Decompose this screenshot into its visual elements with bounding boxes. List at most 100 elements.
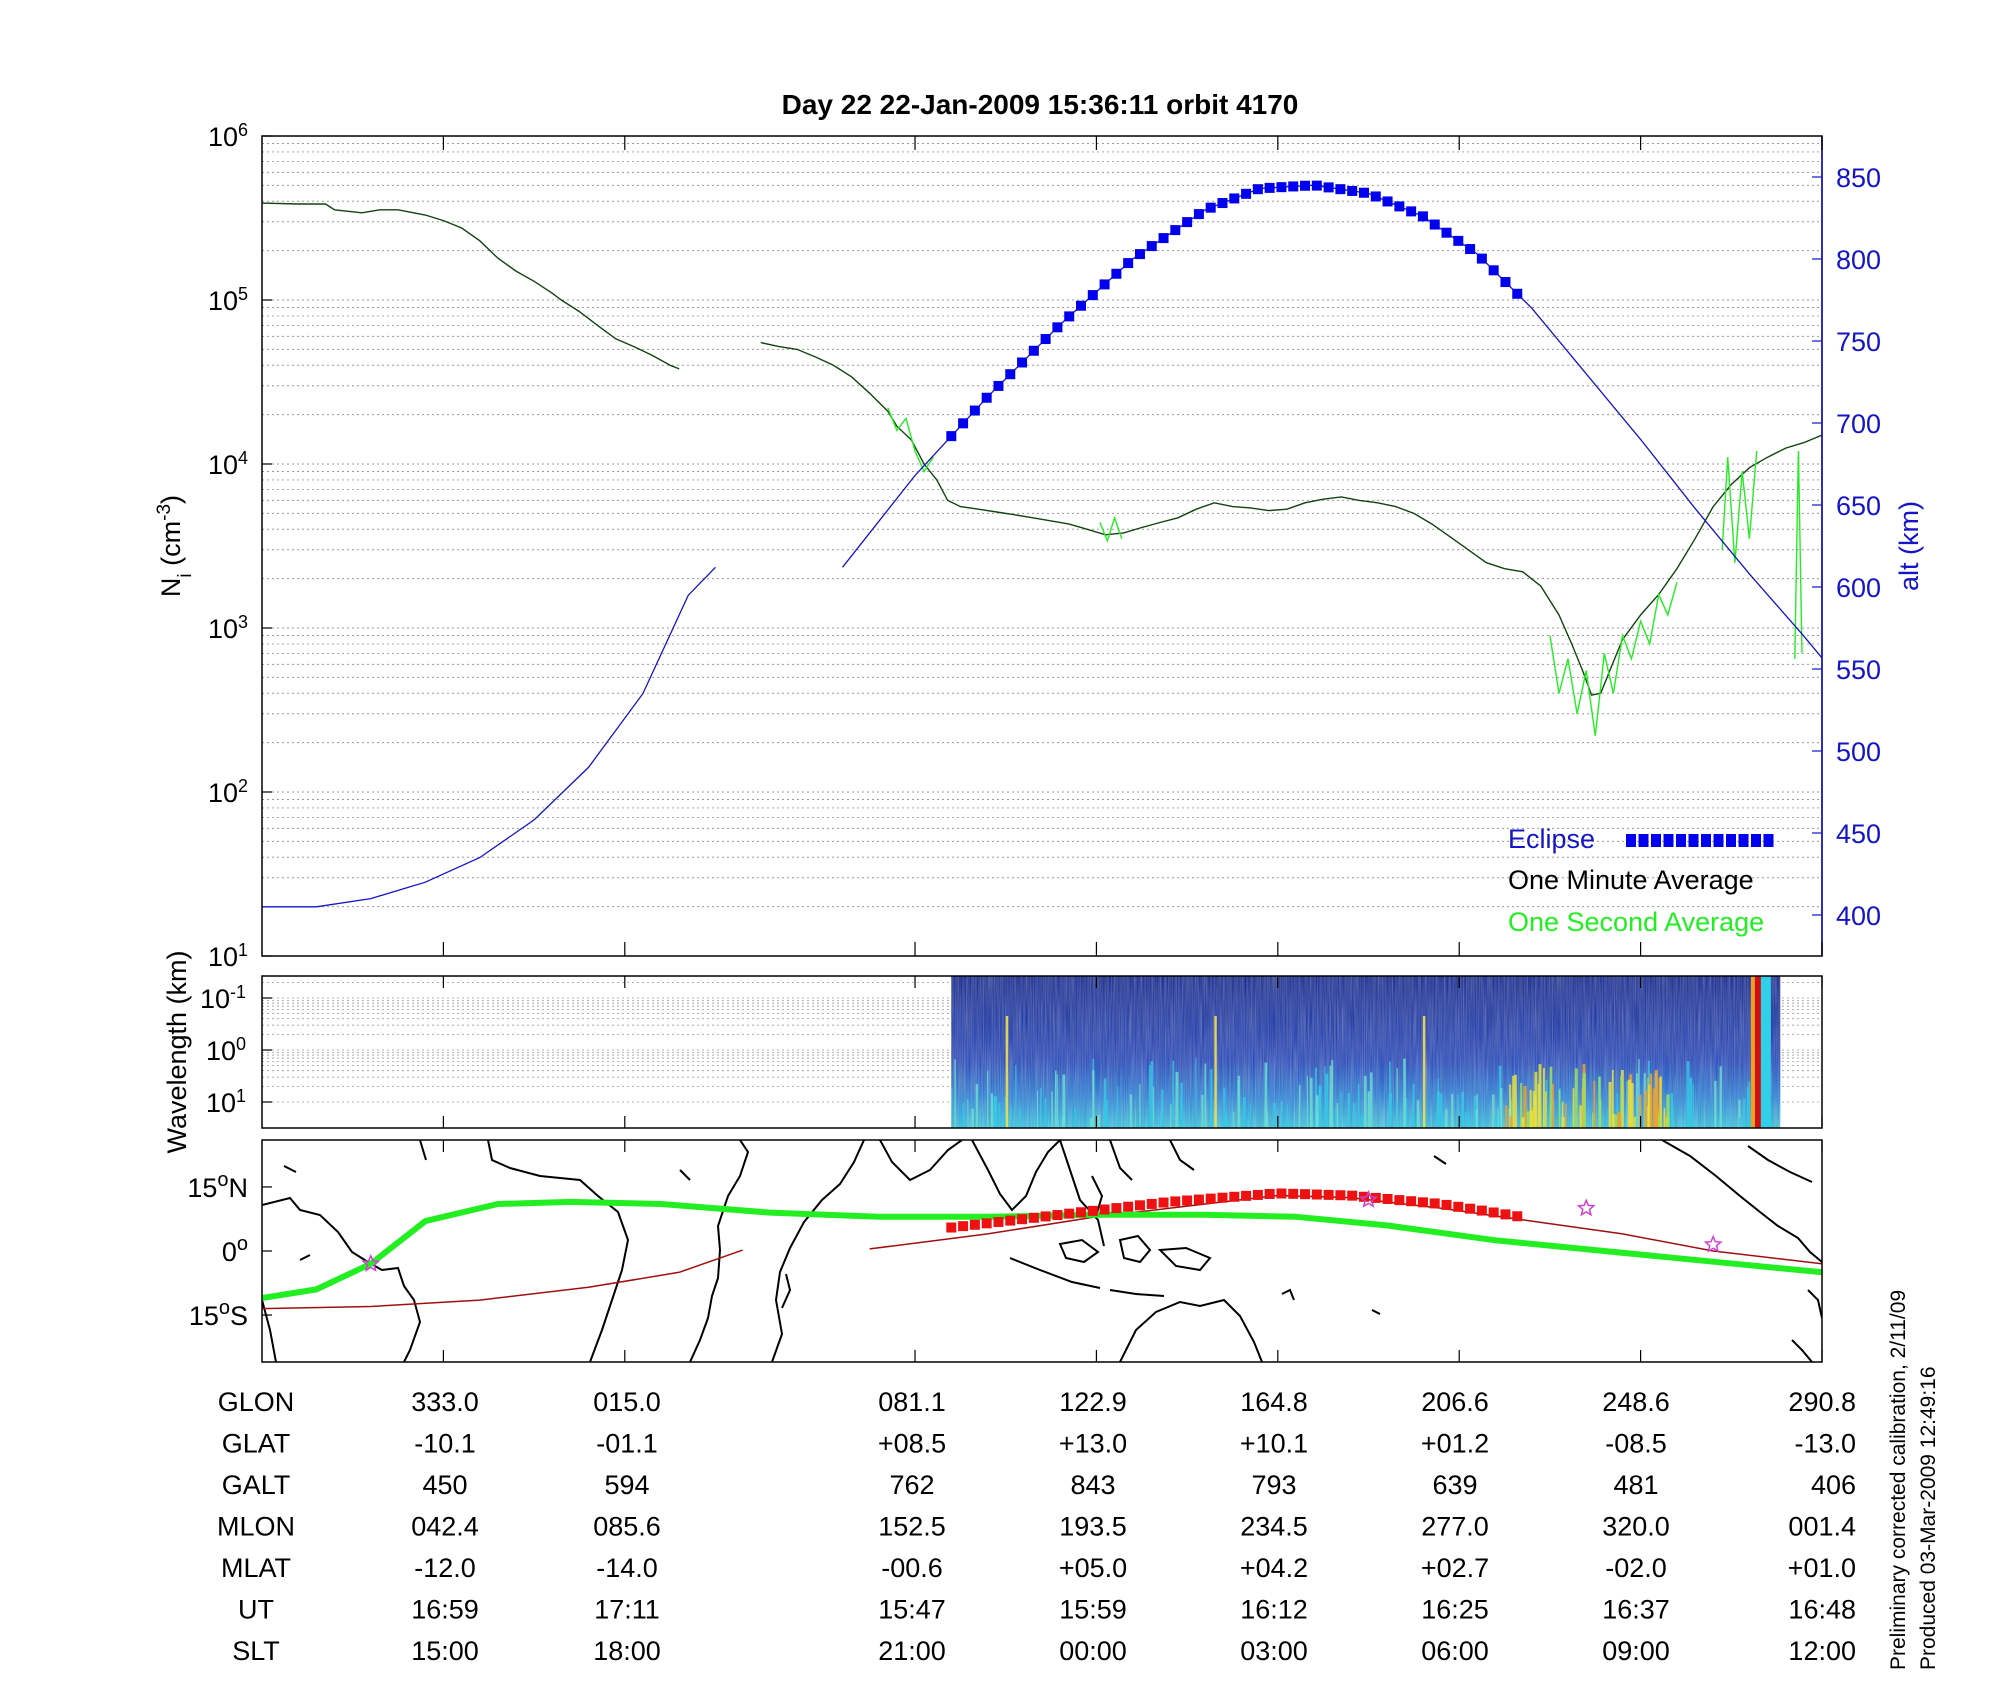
spectrogram-streak bbox=[993, 1096, 997, 1128]
table-cell: 333.0 bbox=[411, 1387, 479, 1417]
spectrogram-image bbox=[951, 976, 1781, 1128]
spectrogram-hot-streak bbox=[1509, 1116, 1513, 1128]
spectrogram-streak bbox=[1324, 1066, 1326, 1128]
map-eclipse-marker bbox=[1123, 1201, 1134, 1212]
spectrogram-streak bbox=[971, 1108, 974, 1128]
table-cell: 793 bbox=[1251, 1470, 1296, 1500]
map-eclipse-marker bbox=[1134, 1200, 1145, 1211]
spectrogram-cyan-band bbox=[1760, 976, 1771, 1128]
footnote-line-1: Preliminary corrected calibration, 2/11/… bbox=[1887, 1290, 1910, 1670]
eclipse-marker bbox=[1429, 219, 1440, 230]
table-cell: +08.5 bbox=[878, 1429, 946, 1459]
table-cell: -10.1 bbox=[414, 1429, 476, 1459]
spectrogram-streak bbox=[1139, 1084, 1141, 1128]
spectrogram-panel: 10-1 100 101 Wavelength (km) bbox=[162, 950, 1823, 1154]
table-cell: +01.0 bbox=[1788, 1553, 1856, 1583]
table-cell: +02.7 bbox=[1421, 1553, 1489, 1583]
map-eclipse-marker bbox=[946, 1222, 957, 1233]
map-eclipse-marker bbox=[1040, 1211, 1051, 1222]
map-eclipse-marker bbox=[1465, 1203, 1476, 1214]
star-marker-icon bbox=[361, 1253, 381, 1272]
spectrogram-streak bbox=[1616, 1093, 1619, 1128]
eclipse-marker bbox=[1300, 180, 1311, 191]
spectrogram-hot-streak bbox=[1593, 1080, 1596, 1128]
map-eclipse-marker bbox=[969, 1219, 980, 1230]
spectrogram-streak bbox=[1180, 1082, 1183, 1128]
spectrogram-hot-streak bbox=[1666, 1094, 1670, 1128]
legend-eclipse-label: Eclipse bbox=[1508, 824, 1595, 854]
spectrogram-streak bbox=[951, 1088, 953, 1128]
table-cell: 085.6 bbox=[593, 1512, 661, 1542]
map-eclipse-marker bbox=[1064, 1208, 1075, 1219]
spectrogram-streak bbox=[1461, 1092, 1465, 1128]
left-tick-label: 104 bbox=[208, 448, 248, 480]
eclipse-marker bbox=[1276, 182, 1287, 193]
spectrogram-streak bbox=[1500, 1088, 1503, 1128]
map-eclipse-marker bbox=[1347, 1190, 1358, 1201]
spectrogram-streak bbox=[1416, 1100, 1420, 1128]
spectrogram-hot-streak bbox=[1565, 1103, 1567, 1128]
spectrogram-x-ticks bbox=[442, 976, 1823, 1128]
map-ground-track bbox=[262, 1249, 743, 1310]
spectrogram-streak bbox=[1004, 1096, 1007, 1128]
table-cell: 16:25 bbox=[1421, 1595, 1489, 1625]
eclipse-marker bbox=[1158, 233, 1169, 244]
map-eclipse-marker bbox=[1476, 1205, 1487, 1216]
table-cell: 762 bbox=[889, 1470, 934, 1500]
eclipse-marker bbox=[1005, 369, 1016, 380]
table-row-label: GLAT bbox=[222, 1429, 291, 1459]
right-tick-label: 750 bbox=[1836, 327, 1881, 357]
spectrogram-streak bbox=[998, 1102, 1001, 1128]
spectrogram-streak bbox=[1692, 1083, 1694, 1128]
map-eclipse-marker bbox=[1300, 1189, 1311, 1200]
table-cell: +04.2 bbox=[1240, 1553, 1308, 1583]
star-marker-icon bbox=[1359, 1189, 1378, 1208]
eclipse-marker bbox=[1040, 334, 1051, 345]
spectrogram-hot-streak bbox=[1654, 1070, 1659, 1128]
eclipse-marker bbox=[1394, 201, 1405, 212]
spectrogram-streak bbox=[1309, 1077, 1313, 1128]
top-panel: 101 102 103 104 105 106 400 450 500 550 600 650 700… bbox=[154, 120, 1925, 972]
eclipse-marker bbox=[1311, 180, 1322, 191]
legend-minute-label: One Minute Average bbox=[1508, 865, 1754, 895]
map-eclipse-marker bbox=[1417, 1197, 1428, 1208]
spectrogram-streak bbox=[1411, 1116, 1413, 1128]
spectrogram-streak bbox=[1009, 1108, 1012, 1128]
spectrogram-hot-streak bbox=[1574, 1068, 1578, 1128]
spectrogram-hot-streak bbox=[1558, 1089, 1561, 1128]
eclipse-marker bbox=[1323, 182, 1334, 193]
legend-eclipse-marker bbox=[1738, 834, 1749, 847]
eclipse-marker bbox=[1370, 191, 1381, 202]
spectrogram-streak bbox=[1172, 1060, 1175, 1128]
table-cell: -12.0 bbox=[414, 1553, 476, 1583]
spectrogram-streak bbox=[1457, 1094, 1459, 1128]
map-eclipse-marker bbox=[1394, 1195, 1405, 1206]
eclipse-marker bbox=[1087, 290, 1098, 301]
map-eclipse-marker bbox=[1217, 1192, 1228, 1203]
eclipse-marker bbox=[1488, 265, 1499, 276]
eclipse-marker bbox=[969, 405, 980, 416]
spectrogram-streak bbox=[1318, 1085, 1322, 1128]
right-tick-label: 700 bbox=[1836, 409, 1881, 439]
spectrogram-streak bbox=[1103, 1078, 1107, 1128]
map-eclipse-marker bbox=[993, 1216, 1004, 1227]
eclipse-marker bbox=[1028, 345, 1039, 356]
right-tick-label: 450 bbox=[1836, 819, 1881, 849]
eclipse-marker bbox=[1288, 181, 1299, 192]
spectrogram-streak bbox=[967, 1099, 969, 1128]
eclipse-marker bbox=[1052, 322, 1063, 333]
spectrogram-streak bbox=[1015, 1065, 1017, 1128]
eclipse-marker bbox=[1099, 279, 1110, 290]
map-eclipse-marker bbox=[1500, 1209, 1511, 1220]
spectrogram-streak bbox=[1689, 1077, 1693, 1128]
left-axis-label: Ni (cm-3) bbox=[154, 495, 196, 597]
map-eclipse-marker bbox=[1017, 1214, 1028, 1225]
spectrogram-streak bbox=[1097, 1114, 1101, 1128]
table-cell: 17:11 bbox=[594, 1595, 660, 1625]
spectrogram-streak bbox=[1353, 1102, 1356, 1128]
top-panel-series bbox=[262, 180, 1822, 908]
spectrogram-streak bbox=[1040, 1088, 1042, 1128]
spectrogram-hot-streak bbox=[1551, 1083, 1554, 1128]
spectrogram-streak bbox=[1498, 1065, 1502, 1128]
table-cell: 00:00 bbox=[1059, 1636, 1127, 1666]
